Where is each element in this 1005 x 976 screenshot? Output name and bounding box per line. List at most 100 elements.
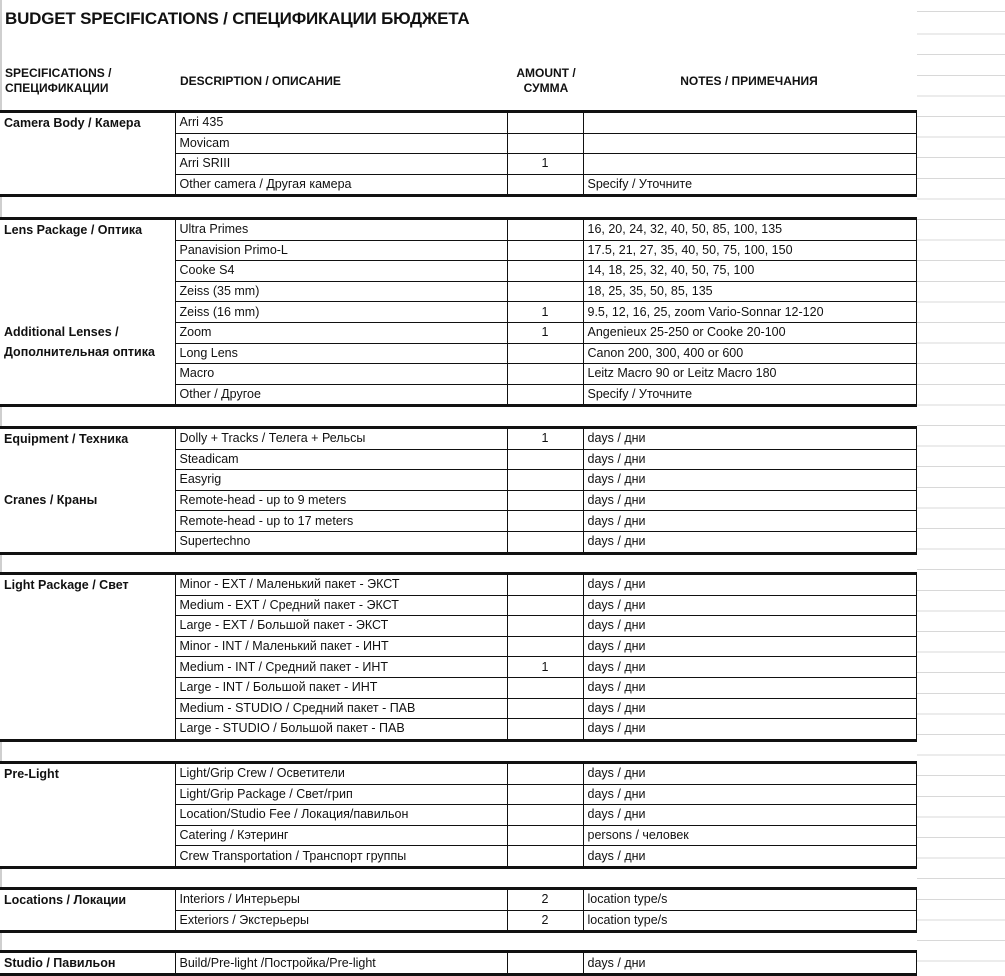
notes-cell[interactable]: 9.5, 12, 16, 25, zoom Vario-Sonnar 12-12… [582,301,917,323]
notes-cell[interactable]: days / дни [582,677,917,699]
amount-cell[interactable] [506,174,584,196]
amount-cell[interactable] [506,951,584,975]
description-cell[interactable]: Dolly + Tracks / Телега + Рельсы [174,427,508,450]
amount-cell[interactable] [506,762,584,785]
amount-cell[interactable] [506,218,584,241]
description-cell[interactable]: Movicam [174,133,508,155]
notes-cell[interactable]: days / дни [582,595,917,617]
description-cell[interactable]: Zeiss (16 mm) [174,301,508,323]
amount-cell[interactable] [506,111,584,134]
notes-cell[interactable]: days / дни [582,784,917,806]
notes-cell[interactable]: days / дни [582,951,917,975]
description-cell[interactable]: Large - STUDIO / Большой пакет - ПАВ [174,718,508,741]
notes-cell[interactable]: days / дни [582,845,917,868]
notes-cell[interactable]: Specify / Уточните [582,384,917,406]
amount-cell[interactable] [506,531,584,554]
notes-cell[interactable]: days / дни [582,531,917,554]
description-cell[interactable]: Large - EXT / Большой пакет - ЭКСТ [174,615,508,637]
notes-cell[interactable]: location type/s [582,888,917,911]
description-cell[interactable]: Arri SRIII [174,153,508,175]
description-cell[interactable]: Other / Другое [174,384,508,406]
notes-cell[interactable]: days / дни [582,698,917,720]
notes-cell[interactable]: days / дни [582,469,917,491]
amount-cell[interactable]: 1 [506,153,584,175]
description-cell[interactable]: Medium - STUDIO / Средний пакет - ПАВ [174,698,508,720]
notes-cell[interactable]: days / дни [582,510,917,532]
notes-cell[interactable]: Canon 200, 300, 400 or 600 [582,343,917,365]
description-cell[interactable]: Macro [174,363,508,385]
amount-cell[interactable] [506,240,584,262]
notes-cell[interactable]: days / дни [582,718,917,741]
amount-cell[interactable] [506,615,584,637]
description-cell[interactable]: Interiors / Интерьеры [174,888,508,911]
amount-cell[interactable] [506,636,584,658]
notes-cell[interactable]: days / дни [582,449,917,471]
amount-cell[interactable] [506,595,584,617]
description-cell[interactable]: Cooke S4 [174,260,508,282]
amount-cell[interactable] [506,510,584,532]
amount-cell[interactable] [506,133,584,155]
description-cell[interactable]: Zoom [174,322,508,344]
notes-cell[interactable]: days / дни [582,804,917,826]
amount-cell[interactable] [506,490,584,512]
notes-cell[interactable]: 18, 25, 35, 50, 85, 135 [582,281,917,303]
amount-cell[interactable]: 1 [506,322,584,344]
amount-cell[interactable] [506,677,584,699]
description-cell[interactable]: Arri 435 [174,111,508,134]
amount-cell[interactable]: 2 [506,910,584,932]
amount-cell[interactable] [506,281,584,303]
description-cell[interactable]: Medium - EXT / Средний пакет - ЭКСТ [174,595,508,617]
notes-cell[interactable]: 14, 18, 25, 32, 40, 50, 75, 100 [582,260,917,282]
description-cell[interactable]: Large - INT / Большой пакет - ИНТ [174,677,508,699]
amount-cell[interactable] [506,384,584,406]
notes-cell[interactable]: days / дни [582,636,917,658]
amount-cell[interactable] [506,449,584,471]
description-cell[interactable]: Easyrig [174,469,508,491]
notes-cell[interactable]: Angenieux 25-250 or Cooke 20-100 [582,322,917,344]
notes-cell[interactable]: Leitz Macro 90 or Leitz Macro 180 [582,363,917,385]
description-cell[interactable]: Build/Pre-light /Постройка/Pre-light [174,951,508,975]
description-cell[interactable]: Ultra Primes [174,218,508,241]
amount-cell[interactable] [506,804,584,826]
description-cell[interactable]: Panavision Primo-L [174,240,508,262]
notes-cell[interactable]: days / дни [582,427,917,450]
description-cell[interactable]: Minor - EXT / Маленький пакет - ЭКСТ [174,573,508,596]
amount-cell[interactable]: 2 [506,888,584,911]
notes-cell[interactable]: 17.5, 21, 27, 35, 40, 50, 75, 100, 150 [582,240,917,262]
notes-cell[interactable] [582,111,917,134]
description-cell[interactable]: Medium - INT / Средний пакет - ИНТ [174,656,508,678]
notes-cell[interactable] [582,153,917,175]
description-cell[interactable]: Long Lens [174,343,508,365]
notes-cell[interactable]: location type/s [582,910,917,932]
amount-cell[interactable] [506,825,584,847]
amount-cell[interactable] [506,573,584,596]
description-cell[interactable]: Steadicam [174,449,508,471]
notes-cell[interactable]: days / дни [582,656,917,678]
amount-cell[interactable] [506,845,584,868]
amount-cell[interactable] [506,363,584,385]
amount-cell[interactable] [506,260,584,282]
description-cell[interactable]: Zeiss (35 mm) [174,281,508,303]
notes-cell[interactable]: persons / человек [582,825,917,847]
amount-cell[interactable]: 1 [506,427,584,450]
description-cell[interactable]: Location/Studio Fee / Локация/павильон [174,804,508,826]
notes-cell[interactable]: 16, 20, 24, 32, 40, 50, 85, 100, 135 [582,218,917,241]
notes-cell[interactable]: days / дни [582,573,917,596]
description-cell[interactable]: Light/Grip Package / Свет/грип [174,784,508,806]
amount-cell[interactable] [506,698,584,720]
amount-cell[interactable]: 1 [506,301,584,323]
notes-cell[interactable]: days / дни [582,615,917,637]
description-cell[interactable]: Supertechno [174,531,508,554]
description-cell[interactable]: Other camera / Другая камера [174,174,508,196]
description-cell[interactable]: Exteriors / Экстерьеры [174,910,508,932]
notes-cell[interactable] [582,133,917,155]
amount-cell[interactable] [506,343,584,365]
amount-cell[interactable] [506,784,584,806]
notes-cell[interactable]: days / дни [582,762,917,785]
notes-cell[interactable]: days / дни [582,490,917,512]
description-cell[interactable]: Remote-head - up to 17 meters [174,510,508,532]
description-cell[interactable]: Minor - INT / Маленький пакет - ИНТ [174,636,508,658]
description-cell[interactable]: Light/Grip Crew / Осветители [174,762,508,785]
amount-cell[interactable]: 1 [506,656,584,678]
amount-cell[interactable] [506,718,584,741]
